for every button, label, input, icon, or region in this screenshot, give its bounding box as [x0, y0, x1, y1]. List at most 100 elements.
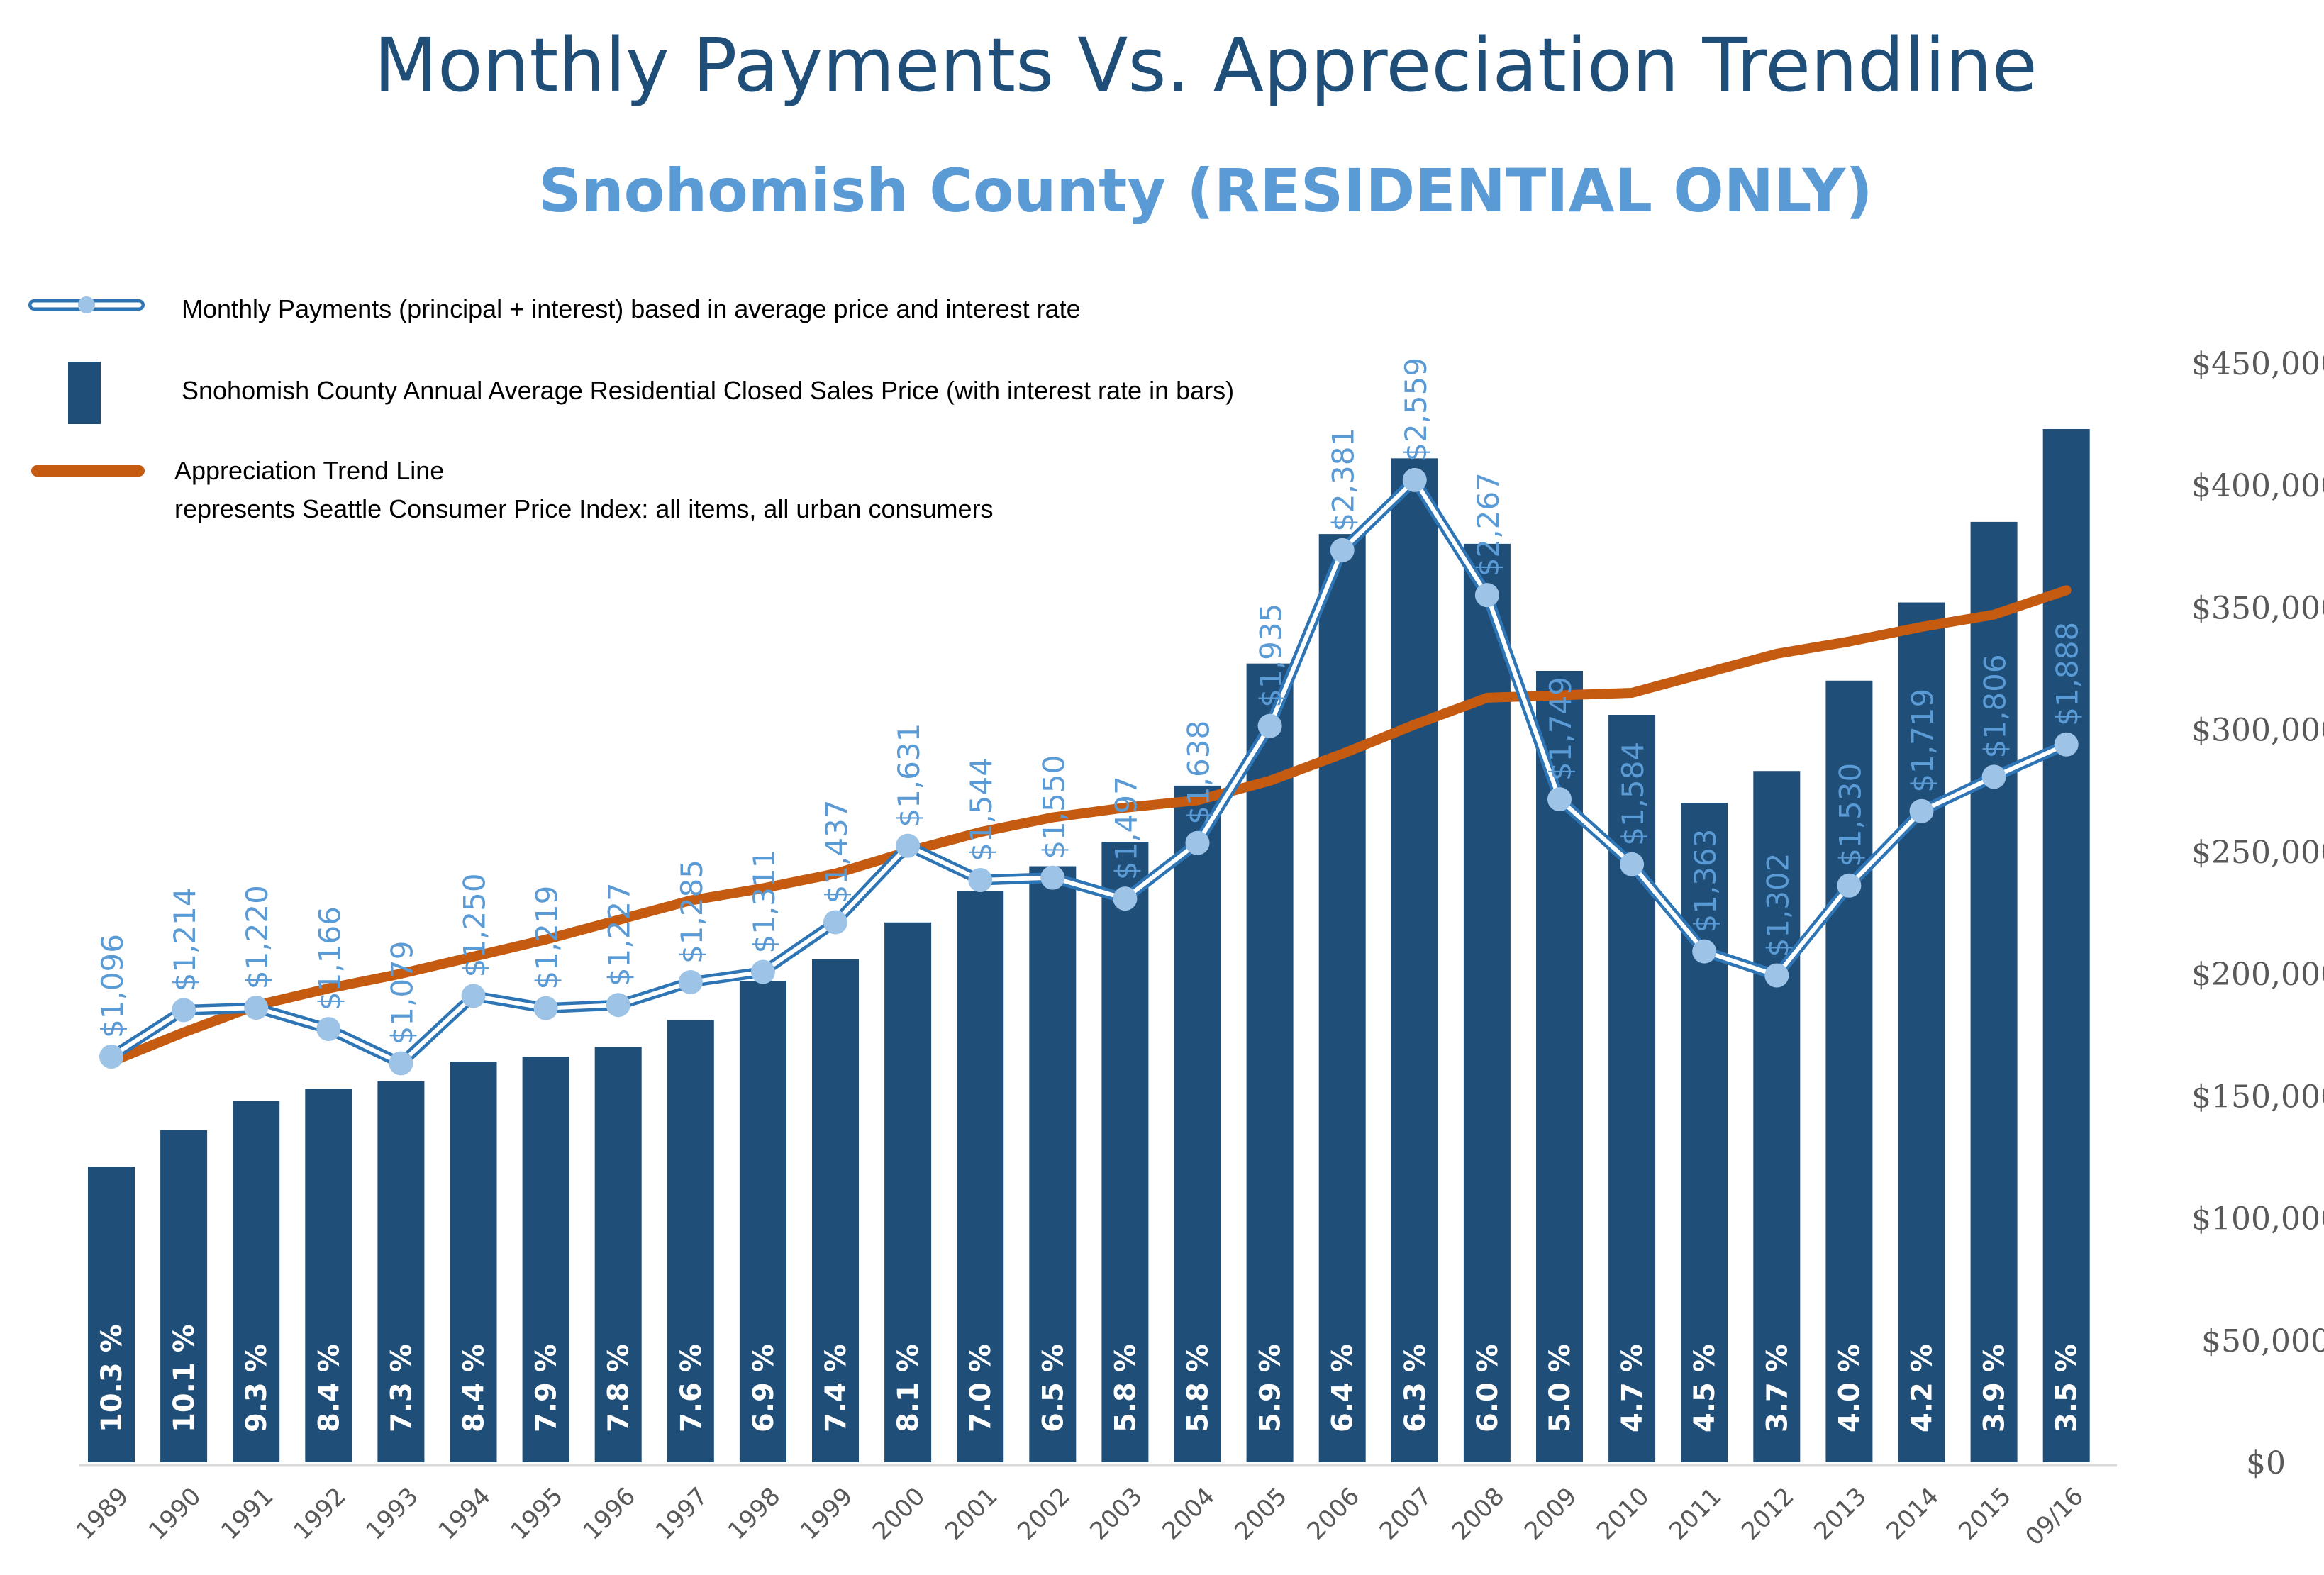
bars — [88, 429, 2090, 1463]
bar-rate-label: 5.8 % — [1109, 1344, 1142, 1432]
payment-value-label: $1,530 — [1833, 763, 1867, 867]
payment-value-label: $1,584 — [1616, 742, 1650, 846]
bar-rate-label: 6.5 % — [1037, 1344, 1069, 1432]
x-tick-label: 2008 — [1447, 1482, 1510, 1545]
bar — [812, 959, 859, 1462]
x-tick-label: 1996 — [578, 1482, 641, 1545]
payment-point — [2054, 732, 2079, 757]
y-tick-label: $0 — [2246, 1445, 2286, 1481]
bar-rate-label: 4.0 % — [1833, 1344, 1866, 1432]
x-tick-label: 2007 — [1374, 1482, 1438, 1545]
payment-value-label: $1,806 — [1978, 654, 2013, 758]
payment-value-label: $2,559 — [1399, 357, 1433, 462]
payment-value-label: $1,631 — [891, 723, 926, 828]
bar-rate-label: 7.8 % — [603, 1344, 635, 1432]
bar — [667, 1020, 714, 1462]
bar — [377, 1081, 425, 1462]
payment-point — [606, 993, 630, 1018]
bar-rate-label: 6.0 % — [1472, 1344, 1504, 1432]
bar — [739, 981, 786, 1462]
bar-rate-label: 6.9 % — [747, 1344, 780, 1432]
payment-point — [1837, 873, 1862, 898]
appreciation-trend-line — [106, 585, 2072, 1067]
bar — [1101, 842, 1149, 1462]
x-tick-label: 2006 — [1302, 1482, 1365, 1545]
y-tick-label: $300,000 — [2191, 713, 2324, 749]
bar-rate-label: 7.9 % — [530, 1344, 563, 1432]
bar-rate-label: 3.9 % — [1979, 1344, 2011, 1432]
payment-value-label: $1,363 — [1688, 829, 1723, 933]
chart-subtitle: Snohomish County (RESIDENTIAL ONLY) — [538, 156, 1872, 226]
bar-rate-label: 5.9 % — [1255, 1344, 1287, 1432]
legend-payment-label: Monthly Payments (principal + interest) … — [182, 294, 1081, 323]
payment-value-label: $1,749 — [1543, 677, 1578, 781]
payment-point — [1909, 798, 1934, 823]
bar — [1318, 534, 1366, 1462]
bar-rate-label: 8.1 % — [892, 1344, 925, 1432]
bar — [1463, 543, 1511, 1462]
payment-value-label: $1,214 — [167, 887, 202, 991]
y-tick-label: $250,000 — [2191, 835, 2324, 871]
bar-labels: 10.3 % 10.1 % 9.3 % 8.4 % 7.3 % 8.4 % 7.9 % 7.8… — [96, 1324, 2084, 1432]
payment-labels: $1,096 $1,214 $1,220 $1,166 $1,079 $1,250 $1,2… — [95, 357, 2085, 1045]
bar — [1246, 663, 1294, 1462]
y-tick-label: $150,000 — [2191, 1079, 2324, 1115]
payment-point — [389, 1051, 413, 1076]
y-tick-label: $100,000 — [2191, 1201, 2324, 1237]
payment-point — [1185, 830, 1210, 855]
payment-value-label: $1,550 — [1036, 755, 1071, 859]
bar-rate-label: 9.3 % — [240, 1344, 273, 1432]
bar-rate-label: 6.4 % — [1327, 1344, 1360, 1432]
payment-value-label: $1,935 — [1254, 603, 1289, 708]
payment-point — [1474, 583, 1499, 608]
x-tick-label: 2000 — [867, 1482, 930, 1545]
bar — [884, 922, 932, 1462]
payment-value-label: $1,220 — [240, 885, 274, 989]
x-tick-label: 1999 — [795, 1482, 858, 1545]
bar — [594, 1047, 642, 1462]
x-tick-label: 1995 — [505, 1482, 568, 1545]
x-tick-label: 2011 — [1664, 1482, 1727, 1545]
payment-value-label: $1,096 — [95, 934, 130, 1038]
bar-rate-label: 7.3 % — [385, 1344, 418, 1432]
x-tick-label: 2003 — [1084, 1482, 1147, 1545]
payment-point — [1981, 764, 2006, 789]
payment-point — [1113, 886, 1138, 911]
x-tick-label: 1998 — [723, 1482, 786, 1545]
payment-value-label: $1,166 — [312, 906, 347, 1011]
x-tick-label: 2002 — [1012, 1482, 1075, 1545]
x-tick-label: 2004 — [1157, 1482, 1220, 1545]
bar — [1753, 771, 1801, 1462]
legend: Monthly Payments (principal + interest) … — [28, 294, 1234, 523]
payment-value-label: $2,267 — [1471, 472, 1506, 577]
y-axis: $0 $50,000 $100,000 $150,000 $200,000 $250,00… — [2191, 346, 2324, 1481]
legend-payment-key — [28, 296, 145, 313]
bar — [1898, 602, 1945, 1462]
payment-value-label: $1,219 — [530, 886, 565, 990]
bar — [1681, 803, 1728, 1462]
payment-value-label: $2,381 — [1326, 428, 1361, 532]
payment-value-label: $1,079 — [384, 940, 419, 1045]
y-tick-label: $200,000 — [2191, 957, 2324, 993]
payment-point — [1257, 713, 1282, 738]
payment-value-label: $1,285 — [674, 859, 709, 964]
bar-rate-label: 5.8 % — [1182, 1344, 1215, 1432]
legend-trend-label: Appreciation Trend Line — [174, 456, 444, 485]
x-axis: 1989 1990 1991 1992 1993 1994 1995 1996 1997 1998… — [71, 1464, 2117, 1552]
payment-point — [1402, 467, 1427, 492]
payment-point — [244, 996, 269, 1020]
bar-rate-label: 10.1 % — [168, 1324, 201, 1432]
x-tick-label: 1991 — [216, 1482, 279, 1545]
x-tick-label: 2001 — [940, 1482, 1003, 1545]
payment-point — [172, 998, 196, 1023]
x-tick-label: 1993 — [360, 1482, 423, 1545]
legend-trend-subtext: represents Seattle Consumer Price Index:… — [174, 494, 994, 523]
bar-rate-label: 10.3 % — [96, 1324, 128, 1432]
x-tick-label: 1997 — [650, 1482, 713, 1545]
x-tick-label: 1994 — [433, 1482, 496, 1545]
payment-point — [968, 868, 993, 893]
bar — [1174, 785, 1221, 1462]
bar — [2042, 429, 2090, 1462]
y-tick-label: $450,000 — [2191, 346, 2324, 382]
x-tick-label: 1989 — [71, 1482, 134, 1545]
